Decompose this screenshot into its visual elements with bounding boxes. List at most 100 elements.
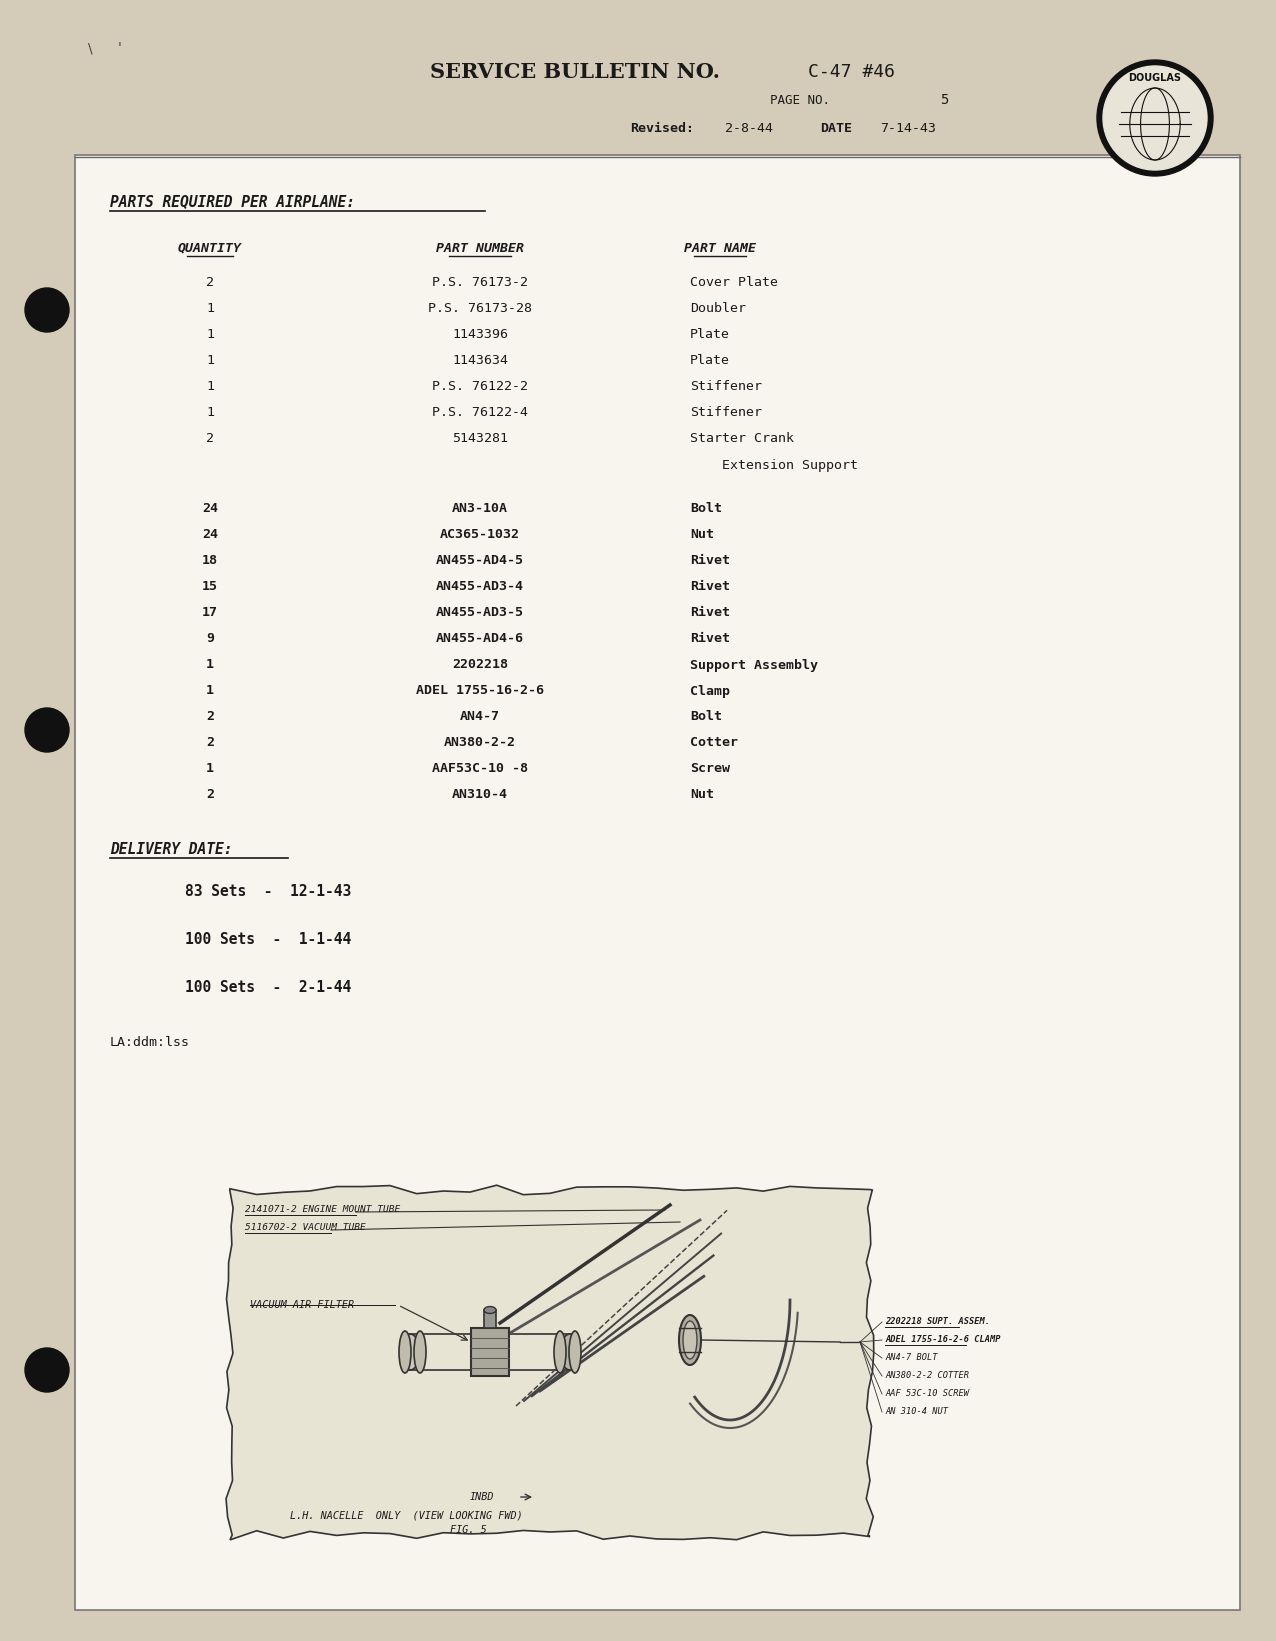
Text: Plate: Plate bbox=[690, 328, 730, 341]
Text: ADEL 1755-16-2-6: ADEL 1755-16-2-6 bbox=[416, 684, 544, 697]
Text: 1: 1 bbox=[205, 381, 214, 394]
Text: AN455-AD3-4: AN455-AD3-4 bbox=[436, 581, 524, 594]
Text: 1: 1 bbox=[205, 763, 214, 776]
Text: AN4-7: AN4-7 bbox=[461, 711, 500, 724]
Text: Rivet: Rivet bbox=[690, 632, 730, 645]
Bar bbox=[484, 1310, 496, 1328]
Text: PART NUMBER: PART NUMBER bbox=[436, 241, 524, 254]
Text: AN380-2-2 COTTER: AN380-2-2 COTTER bbox=[886, 1372, 968, 1380]
Circle shape bbox=[26, 289, 69, 331]
Ellipse shape bbox=[484, 1306, 496, 1313]
Text: Rivet: Rivet bbox=[690, 555, 730, 568]
Text: PART NAME: PART NAME bbox=[684, 241, 755, 254]
Text: Screw: Screw bbox=[690, 763, 730, 776]
Ellipse shape bbox=[683, 1321, 697, 1359]
Text: 5143281: 5143281 bbox=[452, 433, 508, 445]
Text: 24: 24 bbox=[202, 502, 218, 515]
Text: 100 Sets  -  1-1-44: 100 Sets - 1-1-44 bbox=[185, 932, 351, 947]
Text: 17: 17 bbox=[202, 607, 218, 620]
Text: QUANTITY: QUANTITY bbox=[177, 241, 242, 254]
Bar bbox=[75, 154, 1240, 1610]
Text: Starter Crank: Starter Crank bbox=[690, 433, 794, 445]
Polygon shape bbox=[226, 1185, 874, 1539]
Text: P.S. 76173-2: P.S. 76173-2 bbox=[433, 276, 528, 289]
Text: C-47 #46: C-47 #46 bbox=[808, 62, 894, 80]
Text: Plate: Plate bbox=[690, 354, 730, 368]
Ellipse shape bbox=[399, 1334, 420, 1370]
Text: P.S. 76173-28: P.S. 76173-28 bbox=[427, 302, 532, 315]
Text: Clamp: Clamp bbox=[690, 684, 730, 697]
Text: AN3-10A: AN3-10A bbox=[452, 502, 508, 515]
Text: 18: 18 bbox=[202, 555, 218, 568]
Text: 1: 1 bbox=[205, 354, 214, 368]
Text: ADEL 1755-16-2-6 CLAMP: ADEL 1755-16-2-6 CLAMP bbox=[886, 1336, 1000, 1344]
Text: Bolt: Bolt bbox=[690, 502, 722, 515]
Text: 1: 1 bbox=[205, 684, 214, 697]
Text: AC365-1032: AC365-1032 bbox=[440, 528, 521, 542]
Text: 24: 24 bbox=[202, 528, 218, 542]
Text: PARTS REQUIRED PER AIRPLANE:: PARTS REQUIRED PER AIRPLANE: bbox=[110, 195, 355, 210]
Text: AN455-AD3-5: AN455-AD3-5 bbox=[436, 607, 524, 620]
Text: 7-14-43: 7-14-43 bbox=[880, 121, 937, 135]
Text: INBD: INBD bbox=[470, 1492, 495, 1502]
Ellipse shape bbox=[569, 1331, 581, 1374]
Text: 5: 5 bbox=[940, 94, 948, 107]
Text: Nut: Nut bbox=[690, 528, 715, 542]
Text: Bolt: Bolt bbox=[690, 711, 722, 724]
Text: L.H. NACELLE  ONLY  (VIEW LOOKING FWD): L.H. NACELLE ONLY (VIEW LOOKING FWD) bbox=[290, 1510, 523, 1520]
Text: FIG. 5: FIG. 5 bbox=[450, 1524, 486, 1534]
Text: 2: 2 bbox=[205, 737, 214, 750]
Text: 9: 9 bbox=[205, 632, 214, 645]
Text: 2-8-44: 2-8-44 bbox=[725, 121, 773, 135]
Text: 2202218 SUPT. ASSEM.: 2202218 SUPT. ASSEM. bbox=[886, 1318, 990, 1326]
Text: Cover Plate: Cover Plate bbox=[690, 276, 778, 289]
Text: 2: 2 bbox=[205, 276, 214, 289]
Text: 1: 1 bbox=[205, 328, 214, 341]
Text: AN455-AD4-6: AN455-AD4-6 bbox=[436, 632, 524, 645]
Text: DATE: DATE bbox=[820, 121, 852, 135]
Circle shape bbox=[1102, 66, 1207, 171]
Text: Nut: Nut bbox=[690, 788, 715, 801]
Text: Rivet: Rivet bbox=[690, 607, 730, 620]
Text: Doubler: Doubler bbox=[690, 302, 746, 315]
Bar bbox=[471, 1328, 509, 1377]
Circle shape bbox=[26, 707, 69, 752]
Text: 83 Sets  -  12-1-43: 83 Sets - 12-1-43 bbox=[185, 883, 351, 899]
Bar bbox=[110, 1095, 1220, 1590]
Text: AN310-4: AN310-4 bbox=[452, 788, 508, 801]
Text: 5116702-2 VACUUM TUBE: 5116702-2 VACUUM TUBE bbox=[245, 1224, 366, 1232]
Text: P.S. 76122-2: P.S. 76122-2 bbox=[433, 381, 528, 394]
Text: Revised:: Revised: bbox=[630, 121, 694, 135]
Text: 15: 15 bbox=[202, 581, 218, 594]
Text: AN 310-4 NUT: AN 310-4 NUT bbox=[886, 1408, 948, 1416]
Text: 1: 1 bbox=[205, 658, 214, 671]
Text: AN4-7 BOLT: AN4-7 BOLT bbox=[886, 1354, 938, 1362]
Text: 1143396: 1143396 bbox=[452, 328, 508, 341]
Text: AN455-AD4-5: AN455-AD4-5 bbox=[436, 555, 524, 568]
Text: DOUGLAS: DOUGLAS bbox=[1128, 72, 1182, 84]
Text: 2: 2 bbox=[205, 711, 214, 724]
Text: SERVICE BULLETIN NO.: SERVICE BULLETIN NO. bbox=[430, 62, 720, 82]
Text: Stiffener: Stiffener bbox=[690, 407, 762, 420]
Circle shape bbox=[26, 1347, 69, 1392]
Text: Support Assembly: Support Assembly bbox=[690, 658, 818, 671]
Text: 2: 2 bbox=[205, 788, 214, 801]
Text: Extension Support: Extension Support bbox=[690, 458, 857, 471]
Text: DELIVERY DATE:: DELIVERY DATE: bbox=[110, 842, 232, 857]
Text: LA:ddm:lss: LA:ddm:lss bbox=[110, 1037, 190, 1050]
Text: P.S. 76122-4: P.S. 76122-4 bbox=[433, 407, 528, 420]
Text: AN380-2-2: AN380-2-2 bbox=[444, 737, 516, 750]
Text: 100 Sets  -  2-1-44: 100 Sets - 2-1-44 bbox=[185, 980, 351, 994]
Text: AAF 53C-10 SCREW: AAF 53C-10 SCREW bbox=[886, 1390, 968, 1398]
Text: AAF53C-10 -8: AAF53C-10 -8 bbox=[433, 763, 528, 776]
Text: 2141071-2 ENGINE MOUNT TUBE: 2141071-2 ENGINE MOUNT TUBE bbox=[245, 1206, 401, 1214]
Text: PAGE NO.: PAGE NO. bbox=[769, 94, 829, 107]
Text: 1143634: 1143634 bbox=[452, 354, 508, 368]
Text: \: \ bbox=[88, 41, 93, 56]
Text: Stiffener: Stiffener bbox=[690, 381, 762, 394]
Text: 1: 1 bbox=[205, 407, 214, 420]
Text: 2202218: 2202218 bbox=[452, 658, 508, 671]
Text: Cotter: Cotter bbox=[690, 737, 738, 750]
Ellipse shape bbox=[560, 1334, 581, 1370]
Text: 2: 2 bbox=[205, 433, 214, 445]
